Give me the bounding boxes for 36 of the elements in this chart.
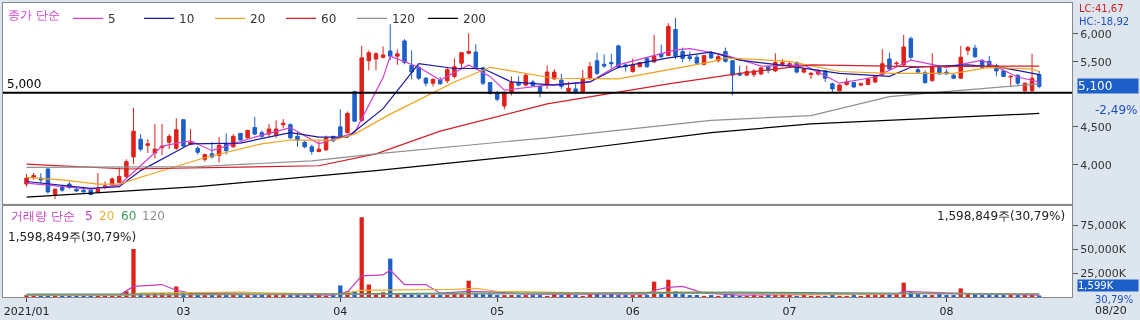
y-tick-label: 4,000 (1080, 158, 1112, 172)
text: 60 (121, 209, 137, 223)
text: -2,49% (1095, 103, 1138, 117)
y-tick-label: 75,000K (1080, 218, 1127, 232)
text: 1,599K (1078, 280, 1114, 291)
text: 5,100 (1078, 79, 1113, 93)
legend-label: 200 (463, 12, 486, 27)
text: 20 (99, 209, 115, 223)
x-tick-label: 08 (939, 305, 954, 319)
annotation: 1,598,849주(30,79%) (937, 209, 1066, 223)
legend-label: 5 (108, 12, 116, 27)
legend-label: 120 (392, 12, 415, 27)
x-tick-label: 04 (333, 305, 348, 319)
legend-title: 종가 단순 (8, 8, 61, 23)
y-tick-label: 25,000K (1080, 266, 1127, 280)
text: HC:-18,92 (1079, 16, 1130, 27)
legend-label: 60 (321, 12, 337, 27)
text: 30,79% (1095, 294, 1134, 305)
legend-label: 20 (250, 12, 266, 27)
x-tick-label: 2021/01 (3, 305, 50, 319)
text: 120 (142, 209, 165, 223)
y-tick-label: 4,500 (1080, 120, 1112, 134)
x-tick-label: 05 (490, 305, 505, 319)
text: LC:41,67 (1079, 3, 1124, 14)
x-tick-label: 07 (782, 305, 797, 319)
x-tick-label: 06 (625, 305, 640, 319)
y-tick-label: 6,000 (1080, 27, 1112, 41)
x-tick-label: 03 (176, 305, 191, 319)
legend-title: 거래량 단순 (11, 209, 75, 223)
y-tick-label: 50,000K (1080, 242, 1127, 256)
y-tick-label: 5,500 (1080, 55, 1112, 69)
annotation: 1,598,849주(30,79%) (8, 230, 137, 244)
legend-label: 10 (179, 12, 195, 27)
ref-line-label: 5,000 (7, 77, 42, 91)
text: 5 (85, 209, 93, 223)
text: 08/20 (1095, 304, 1127, 317)
